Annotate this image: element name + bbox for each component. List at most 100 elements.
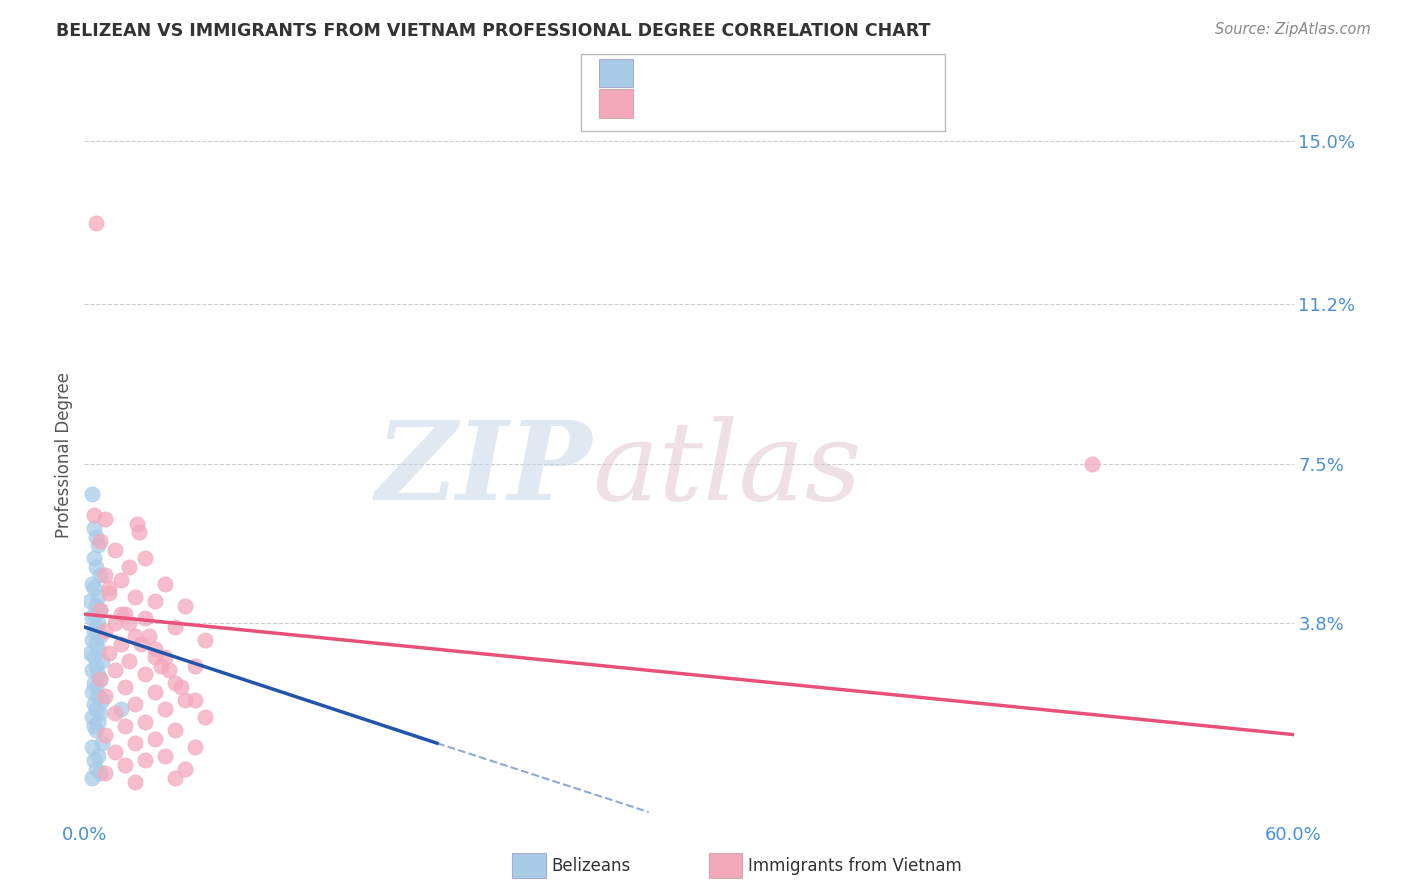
Text: Source: ZipAtlas.com: Source: ZipAtlas.com	[1215, 22, 1371, 37]
Point	[138, 629, 160, 643]
Point	[170, 680, 193, 694]
Point	[194, 710, 217, 724]
Point	[124, 775, 146, 789]
Point	[91, 693, 114, 707]
Point	[124, 736, 146, 750]
Point	[129, 637, 152, 651]
Point	[104, 706, 127, 720]
Point	[110, 607, 132, 621]
Point	[114, 607, 136, 621]
Point	[89, 672, 111, 686]
Text: Belizeans: Belizeans	[551, 857, 630, 875]
Point	[118, 655, 141, 669]
Point	[82, 611, 104, 625]
Point	[87, 714, 110, 729]
Point	[110, 573, 132, 587]
Point	[87, 749, 110, 764]
Point	[143, 641, 166, 656]
Point	[86, 530, 108, 544]
Point	[174, 599, 197, 613]
Point	[83, 676, 105, 690]
Point	[153, 577, 176, 591]
Point	[124, 698, 146, 712]
Point	[82, 632, 104, 647]
Point	[79, 594, 101, 608]
Point	[114, 680, 136, 694]
Point	[89, 629, 111, 643]
Point	[93, 624, 115, 639]
Point	[83, 607, 105, 621]
Point	[104, 663, 127, 677]
Point	[143, 684, 166, 698]
Point	[82, 771, 104, 785]
Point	[82, 684, 104, 698]
Point	[93, 512, 115, 526]
Text: R =  -0.209    N = 68: R = -0.209 N = 68	[644, 95, 827, 112]
Point	[153, 749, 176, 764]
Point	[118, 615, 141, 630]
Point	[153, 650, 176, 665]
Point	[87, 667, 110, 681]
Point	[82, 740, 104, 755]
Point	[110, 637, 132, 651]
Point	[89, 533, 111, 548]
Point	[93, 689, 115, 703]
Point	[79, 646, 101, 660]
Point	[97, 585, 120, 599]
Point	[104, 542, 127, 557]
Point	[134, 714, 156, 729]
Point	[134, 753, 156, 767]
Point	[165, 723, 187, 738]
Point	[89, 568, 111, 582]
Point	[82, 710, 104, 724]
Text: BELIZEAN VS IMMIGRANTS FROM VIETNAM PROFESSIONAL DEGREE CORRELATION CHART: BELIZEAN VS IMMIGRANTS FROM VIETNAM PROF…	[56, 22, 931, 40]
Point	[134, 611, 156, 625]
Text: ZIP: ZIP	[375, 416, 592, 524]
Point	[143, 594, 166, 608]
Point	[86, 658, 108, 673]
Point	[110, 702, 132, 716]
Point	[1081, 457, 1104, 471]
Point	[153, 702, 176, 716]
Point	[104, 615, 127, 630]
Point	[83, 624, 105, 639]
Point	[93, 766, 115, 780]
Point	[165, 620, 187, 634]
Point	[82, 663, 104, 677]
Point	[165, 771, 187, 785]
Point	[83, 551, 105, 566]
Point	[184, 658, 207, 673]
Point	[86, 599, 108, 613]
Point	[93, 568, 115, 582]
Point	[86, 620, 108, 634]
Point	[128, 525, 150, 540]
Point	[143, 731, 166, 746]
Point	[91, 736, 114, 750]
Point	[89, 672, 111, 686]
Point	[87, 590, 110, 604]
Point	[89, 706, 111, 720]
Point	[97, 646, 120, 660]
Point	[83, 698, 105, 712]
Point	[82, 577, 104, 591]
Text: Immigrants from Vietnam: Immigrants from Vietnam	[748, 857, 962, 875]
Point	[83, 753, 105, 767]
Point	[86, 762, 108, 776]
Point	[134, 551, 156, 566]
Point	[174, 762, 197, 776]
Point	[83, 508, 105, 523]
Point	[86, 723, 108, 738]
Point	[165, 676, 187, 690]
Point	[157, 663, 180, 677]
Point	[86, 702, 108, 716]
Point	[87, 538, 110, 552]
Point	[83, 582, 105, 596]
Y-axis label: Professional Degree: Professional Degree	[55, 372, 73, 538]
Point	[184, 740, 207, 755]
Point	[143, 650, 166, 665]
Point	[149, 658, 172, 673]
Point	[86, 637, 108, 651]
Point	[86, 216, 108, 230]
Point	[134, 667, 156, 681]
Point	[83, 521, 105, 535]
